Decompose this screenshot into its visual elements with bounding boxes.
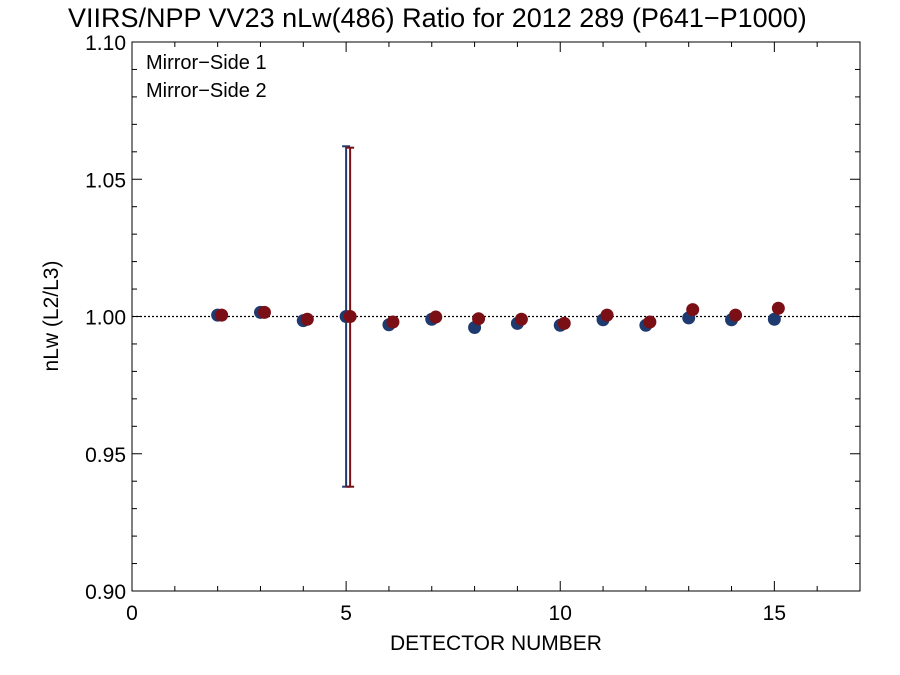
data-point (686, 303, 700, 317)
data-point (343, 310, 357, 323)
data-point (557, 316, 571, 330)
data-point (771, 301, 785, 315)
y-axis-label: nLw (L2/L3) (40, 261, 63, 372)
y-axis: 0.90 0.95 1.00 1.05 1.10 (85, 32, 860, 604)
data-point (429, 310, 443, 324)
data-point (600, 308, 614, 322)
x-tick-label: 15 (763, 602, 786, 625)
y-tick-label: 1.00 (85, 307, 126, 330)
x-tick-label: 5 (340, 602, 352, 625)
data-point (257, 305, 271, 319)
y-tick-label: 0.90 (85, 581, 126, 604)
data-point (472, 312, 486, 326)
data-point (767, 312, 781, 326)
data-point (514, 312, 528, 326)
x-axis-label: DETECTOR NUMBER (390, 632, 602, 655)
y-tick-label: 0.95 (85, 444, 126, 467)
data-point (643, 315, 657, 329)
data-point (386, 315, 400, 329)
data-point (300, 312, 314, 326)
chart-title: VIIRS/NPP VV23 nLw(486) Ratio for 2012 2… (68, 3, 807, 33)
legend-entry-mirror-side-2: Mirror−Side 2 (146, 80, 267, 102)
y-tick-label: 1.05 (85, 169, 126, 192)
x-axis: 0 5 10 15 (126, 42, 861, 625)
data-point (729, 308, 743, 322)
legend-entry-mirror-side-1: Mirror−Side 1 (146, 52, 267, 74)
x-tick-label: 0 (126, 602, 138, 625)
x-tick-label: 10 (549, 602, 572, 625)
data-point (215, 308, 229, 322)
y-tick-label: 1.10 (85, 32, 126, 55)
data-marks (211, 145, 785, 488)
